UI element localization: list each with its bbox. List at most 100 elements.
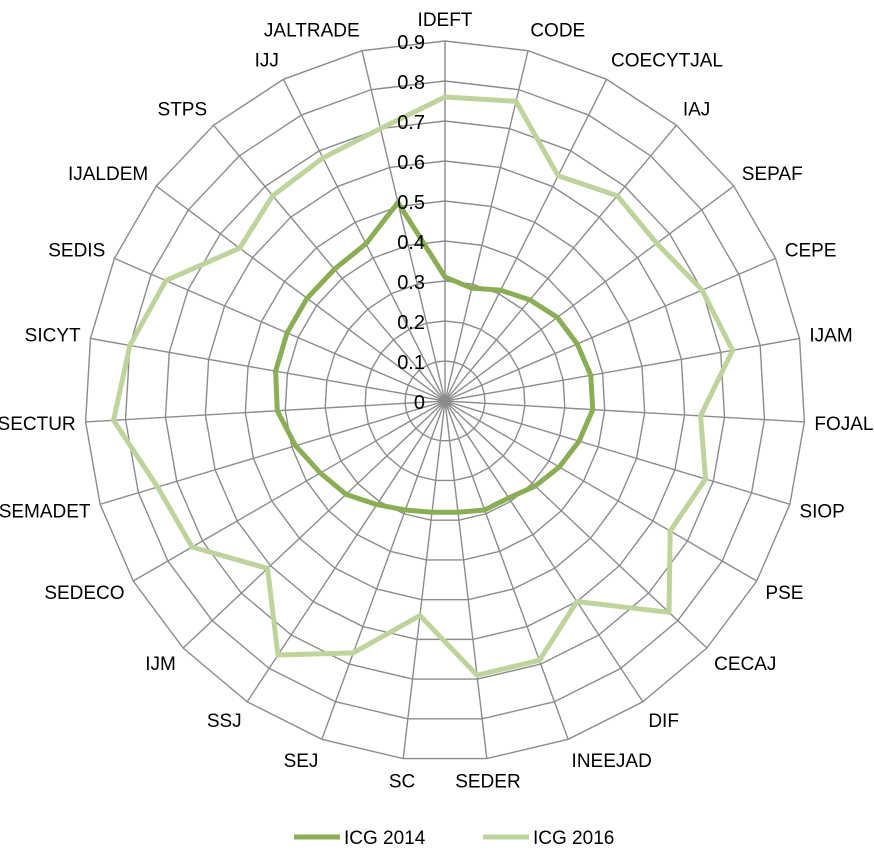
grid-spoke-coecytjal [444,78,608,402]
grid-spoke-dif [444,400,644,703]
grid-spoke-sedis [114,257,446,402]
data-point-icg-2014-cepe [574,341,580,347]
tick-label-0-1: 0.1 [397,352,425,374]
grid-spoke-semadet [99,400,446,505]
tick-label-0-5: 0.5 [397,192,425,214]
tick-label-0-3: 0.3 [397,272,425,294]
category-labels: IDEFT CODE COECYTJAL IAJ SEPAF CEPE IJAM FOJAL S… [0,10,873,792]
category-label-dif: DIF [648,711,679,732]
data-point-icg-2014-jaltrade [395,200,401,205]
data-point-icg-2016-pse [667,528,673,534]
category-label-ijaldem: IJALDEM [68,164,148,185]
data-point-icg-2014-seder [455,509,461,515]
data-point-icg-2014-sej [402,507,408,513]
data-point-icg-2016-dif [574,599,580,605]
tick-label-0-6: 0.6 [397,152,425,174]
data-point-icg-2014-pse [556,464,562,470]
data-point-icg-2014-sepaf [554,314,560,320]
radar-series [111,94,736,678]
data-point-icg-2014-stps [331,266,337,272]
series-line-icg-2014 [273,200,596,515]
data-point-icg-2014-ijaldem [304,295,310,301]
data-point-icg-2014-sc [429,509,435,515]
radial-tick-labels: 0 0.1 0.2 0.3 0.4 0.5 0.6 0.7 0.8 0.9 [397,32,425,414]
category-label-fojal: FOJAL [814,414,873,435]
category-label-pse: PSE [765,583,803,604]
data-point-icg-2014-sedeco [317,470,323,476]
grid-spoke-siop [444,400,791,505]
data-point-icg-2014-ineejad [482,507,488,513]
grid-ring-5 [244,200,646,601]
category-label-sedeco: SEDECO [44,583,124,604]
data-point-icg-2016-sepaf [654,240,660,246]
data-point-icg-2016-ijj [320,155,326,161]
grid-spoke-pse [444,400,758,582]
grid-spoke-ssj [246,400,446,703]
data-point-icg-2016-ijam [730,347,736,353]
data-point-icg-2014-iaj [527,297,533,303]
data-point-icg-2014-dif [506,495,512,501]
grid-spoke-fojal [444,400,805,423]
grid-spoke-jaltrade [361,50,446,402]
data-point-icg-2016-siop [703,476,709,482]
category-label-sedis: SEDIS [48,241,105,262]
data-point-icg-2016-sej [350,650,356,656]
data-point-icg-2016-coecytjal [555,173,561,179]
grid-spoke-cecaj [444,400,708,649]
data-point-icg-2014-code [469,285,475,291]
data-point-icg-2014-coecytjal [498,287,504,293]
data-point-icg-2014-fojal [590,407,596,413]
category-label-iaj: IAJ [683,99,710,120]
data-point-icg-2016-jaltrade [377,126,383,132]
data-point-icg-2016-ineejad [536,657,542,663]
legend-label-icg-2014: ICG 2014 [344,828,426,849]
grid-spoke-sc [402,400,446,759]
grid-spoke-stps [213,124,446,402]
data-point-icg-2014-siop [576,438,582,444]
data-point-icg-2014-ijm [343,491,349,497]
grid-spoke-ijm [182,400,446,649]
grid-spoke-ijaldem [155,185,446,402]
tick-label-0-8: 0.8 [397,72,425,94]
tick-label-0-2: 0.2 [397,312,425,334]
grid-spoke-sicyt [90,337,446,402]
data-point-icg-2016-sicyt [127,342,133,348]
grid-ring-8 [124,80,766,720]
category-label-sepaf: SEPAF [742,164,803,185]
category-label-coecytjal: COECYTJAL [611,51,723,72]
grid-ring-1 [404,360,486,442]
data-point-icg-2016-cepe [699,287,705,293]
grid-spoke-sectur [85,400,446,423]
data-point-icg-2016-stps [270,193,276,199]
data-point-icg-2016-ssj [275,652,281,658]
category-label-sicyt: SICYT [25,326,81,347]
category-label-sc: SC [389,771,415,792]
data-point-icg-2014-sectur [274,408,280,414]
grid-spoke-seder [444,400,488,759]
radar-grid [84,40,806,760]
grid-spoke-ineejad [444,400,569,740]
grid-spoke-sepaf [444,185,735,402]
category-label-semadet: SEMADET [0,502,91,523]
grid-spoke-iaj [444,124,677,402]
category-label-code: CODE [530,20,585,41]
category-label-ijam: IJAM [809,326,852,347]
grid-spoke-sedeco [132,400,446,582]
grid-ring-2 [364,320,526,482]
legend-label-icg-2016: ICG 2016 [533,828,614,849]
grid-spoke-cepe [444,257,776,402]
data-point-icg-2014-ijj [363,241,369,247]
category-label-ijj: IJJ [255,51,279,72]
category-label-ineejad: INEEJAD [572,751,652,772]
data-point-icg-2014-sedis [284,330,290,336]
data-point-icg-2016-semadet [155,484,161,490]
category-label-jaltrade: JALTRADE [264,20,360,41]
data-point-icg-2016-cecaj [666,609,672,615]
category-label-stps: STPS [158,99,208,120]
data-point-icg-2016-seder [474,672,480,678]
grid-spoke-ijam [444,337,800,402]
data-point-icg-2016-iaj [614,193,620,199]
data-point-icg-2016-fojal [698,413,704,419]
tick-label-0-4: 0.4 [397,232,425,254]
